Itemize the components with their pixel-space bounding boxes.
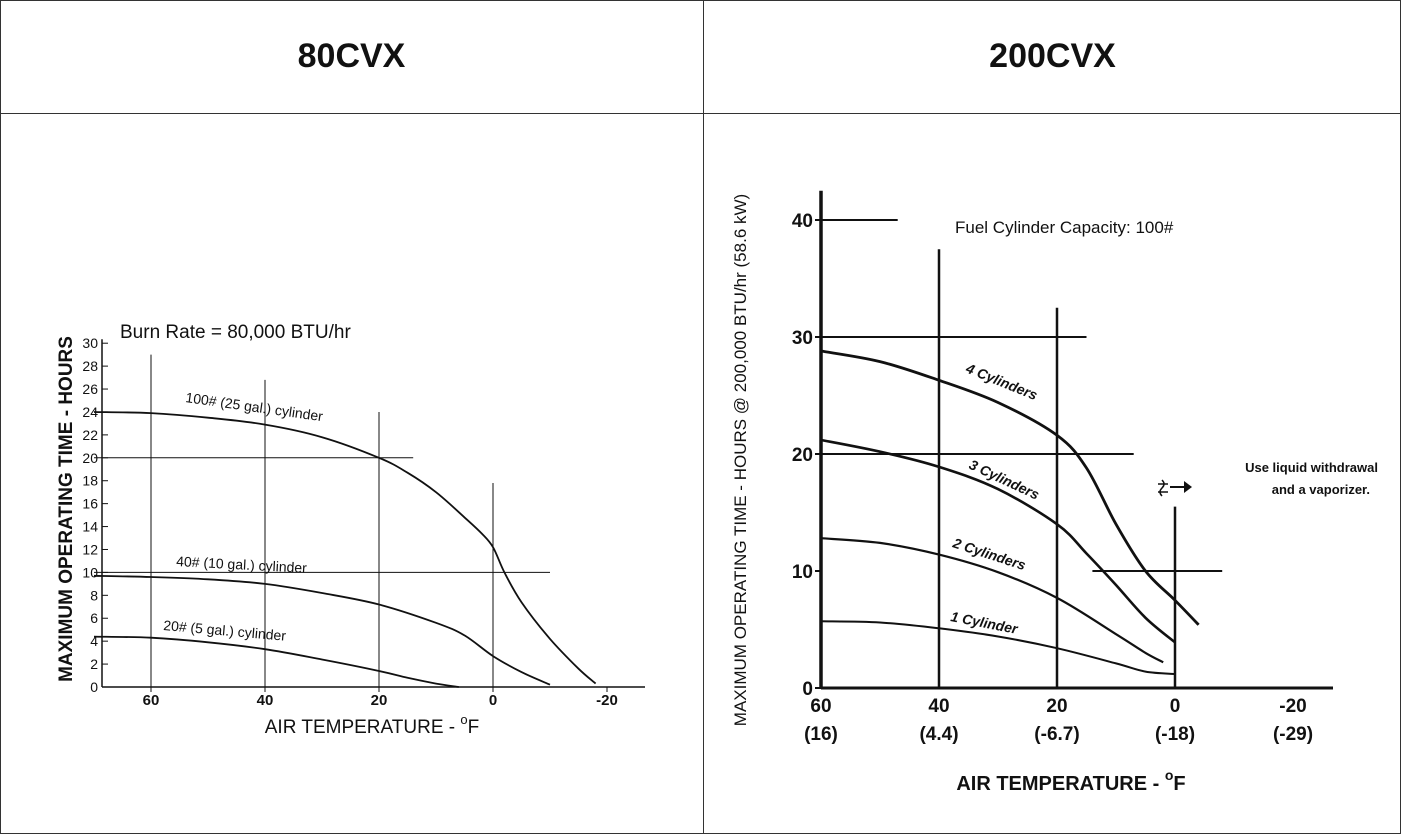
series-line — [820, 438, 1176, 644]
x-tick-label: -20 — [596, 692, 618, 709]
series-label: 40# (10 gal.) cylinder — [176, 553, 308, 576]
y-tick-label: 26 — [82, 381, 98, 397]
x-tick-label: 0 — [1170, 696, 1181, 717]
y-tick-label: 24 — [82, 404, 98, 420]
y-tick-label: 20 — [82, 450, 98, 466]
y-axis-label: MAXIMUM OPERATING TIME - HOURS @ 200,000… — [731, 194, 750, 726]
y-tick-label: 18 — [82, 473, 98, 489]
x-tick-label: 20 — [371, 692, 388, 709]
x-axis-label-unit: F — [1173, 773, 1185, 795]
y-tick-label: 22 — [82, 427, 98, 443]
x-axis-label-degree: o — [460, 712, 467, 727]
y-tick-label: 6 — [90, 610, 98, 626]
x-axis-label: AIR TEMPERATURE - oF — [956, 767, 1185, 795]
left-column-header: 80CVX — [297, 37, 406, 75]
series-line — [820, 349, 1200, 626]
chart-title: Burn Rate = 80,000 BTU/hr — [120, 322, 351, 343]
x-tick-label: 0 — [489, 692, 497, 709]
y-tick-label: 16 — [82, 496, 98, 512]
x-tick-label: 40 — [257, 692, 274, 709]
y-tick-label: 20 — [792, 445, 813, 466]
series-line — [93, 574, 551, 686]
x-axis-label-main: AIR TEMPERATURE - — [265, 717, 461, 738]
x-tick-sublabel: (4.4) — [919, 724, 958, 745]
y-tick-label: 30 — [792, 328, 813, 349]
series-line — [93, 411, 597, 685]
y-tick-label: 10 — [792, 562, 813, 583]
y-tick-label: 8 — [90, 587, 98, 603]
x-tick-label: 40 — [928, 696, 949, 717]
x-axis-label-unit: F — [468, 717, 480, 738]
annotation-line-1: Use liquid withdrawal — [1245, 460, 1378, 475]
table-border-left — [0, 0, 1, 834]
x-axis-label: AIR TEMPERATURE - oF — [265, 712, 480, 738]
annotation-arrowhead-icon — [1184, 481, 1192, 493]
x-tick-sublabel: (-18) — [1155, 724, 1195, 745]
y-tick-label: 12 — [82, 541, 98, 557]
series-label: 1 Cylinder — [949, 608, 1020, 637]
x-tick-label: 60 — [810, 696, 831, 717]
y-tick-label: 0 — [802, 679, 813, 700]
series-label: 2 Cylinders — [950, 534, 1028, 573]
y-tick-label: 4 — [90, 633, 98, 649]
x-tick-sublabel: (-6.7) — [1034, 724, 1079, 745]
y-tick-label: 0 — [90, 679, 98, 695]
y-tick-label: 2 — [90, 656, 98, 672]
x-axis-label-main: AIR TEMPERATURE - — [956, 773, 1165, 795]
series-label: 4 Cylinders — [963, 360, 1040, 404]
series-line — [93, 635, 459, 688]
annotation-squiggle-icon — [1158, 479, 1168, 497]
x-axis-label-degree: o — [1165, 767, 1174, 783]
table-border-top — [0, 0, 1401, 1]
annotation-line-2: and a vaporizer. — [1272, 482, 1370, 497]
table-header-divider — [0, 113, 1401, 114]
series-line — [820, 620, 1176, 675]
table-column-divider — [703, 0, 704, 834]
y-tick-label: 30 — [82, 335, 98, 351]
y-tick-label: 14 — [82, 519, 98, 535]
x-tick-sublabel: (-29) — [1273, 724, 1313, 745]
y-axis-label: MAXIMUM OPERATING TIME - HOURS — [56, 336, 77, 682]
right-column-header: 200CVX — [989, 37, 1116, 75]
chart-title: Fuel Cylinder Capacity: 100# — [955, 218, 1174, 237]
y-tick-label: 28 — [82, 358, 98, 374]
x-tick-label: 60 — [143, 692, 160, 709]
annotation: Use liquid withdrawal and a vaporizer. — [1158, 460, 1378, 497]
y-tick-label: 40 — [792, 211, 813, 232]
x-tick-sublabel: (16) — [804, 724, 838, 745]
series-line — [820, 537, 1164, 664]
x-tick-label: -20 — [1279, 696, 1306, 717]
x-tick-label: 20 — [1046, 696, 1067, 717]
